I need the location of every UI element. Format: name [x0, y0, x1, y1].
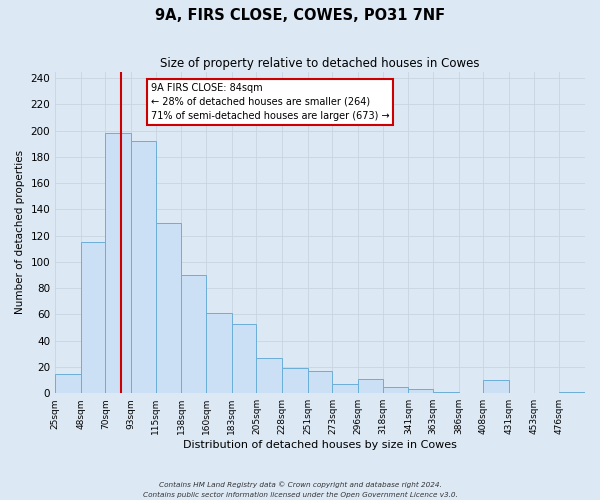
Bar — [106, 134, 131, 393]
Text: 9A FIRS CLOSE: 84sqm
← 28% of detached houses are smaller (264)
71% of semi-deta: 9A FIRS CLOSE: 84sqm ← 28% of detached h… — [151, 83, 389, 121]
Bar — [206, 313, 232, 393]
Text: Contains HM Land Registry data © Crown copyright and database right 2024.
Contai: Contains HM Land Registry data © Crown c… — [143, 482, 457, 498]
Bar — [433, 392, 458, 393]
Bar — [282, 368, 308, 393]
Bar — [81, 242, 106, 393]
Text: 9A, FIRS CLOSE, COWES, PO31 7NF: 9A, FIRS CLOSE, COWES, PO31 7NF — [155, 8, 445, 22]
Bar — [409, 390, 433, 393]
Title: Size of property relative to detached houses in Cowes: Size of property relative to detached ho… — [160, 58, 480, 70]
Bar — [55, 374, 81, 393]
Bar — [131, 141, 156, 393]
Bar — [181, 275, 206, 393]
Bar — [308, 371, 332, 393]
Bar — [232, 324, 256, 393]
Bar — [156, 222, 181, 393]
Bar — [559, 392, 585, 393]
Bar — [332, 384, 358, 393]
Bar — [483, 380, 509, 393]
Y-axis label: Number of detached properties: Number of detached properties — [15, 150, 25, 314]
Bar — [358, 379, 383, 393]
Bar — [383, 386, 409, 393]
X-axis label: Distribution of detached houses by size in Cowes: Distribution of detached houses by size … — [183, 440, 457, 450]
Bar — [256, 358, 282, 393]
